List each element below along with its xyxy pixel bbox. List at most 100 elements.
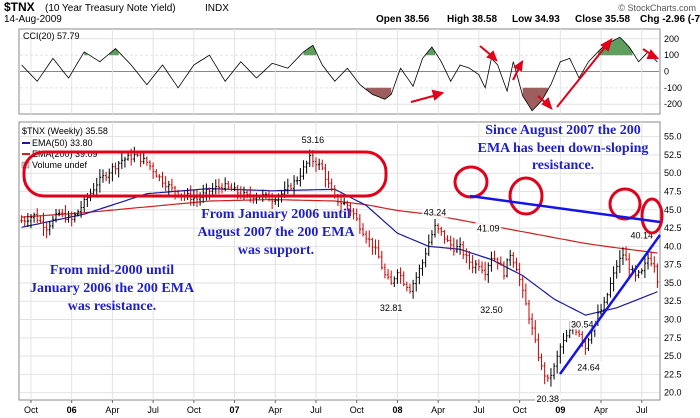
x-tick-label: Jul — [473, 405, 485, 415]
arrow-head — [431, 89, 445, 101]
cci-fill-area — [522, 87, 548, 111]
price-y-tick-label: 45.0 — [664, 205, 682, 215]
trend-lines — [469, 194, 662, 375]
price-y-tick-label: 27.5 — [664, 333, 682, 343]
price-y-tick-label: 30.0 — [664, 315, 682, 325]
cci-line — [21, 36, 658, 112]
x-tick-label: 09 — [555, 405, 565, 415]
value-label: 53.16 — [302, 135, 325, 145]
note-mid-line3: was support. — [238, 243, 314, 258]
ticker-symbol: $TNX — [4, 0, 35, 14]
cci-y-tick-label: -100 — [664, 83, 682, 93]
resistance-circle — [640, 197, 664, 235]
cci-fill-area — [109, 48, 119, 56]
value-label-bg — [378, 301, 405, 313]
value-labels: 53.16 32.81 43.24 41.09 32.50 20.38 30.54 24.64… — [299, 134, 655, 404]
close-value: Close 35.58 — [575, 14, 630, 25]
note-right: Since August 2007 the 200 EMA has been d… — [478, 123, 649, 173]
cci-arrows — [410, 37, 660, 110]
note-left: From mid-2000 until January 2006 the 200… — [30, 263, 195, 314]
brand-watermark: © StockCharts.com — [618, 3, 696, 13]
value-label-bg — [534, 392, 561, 404]
support-zone-box — [22, 150, 388, 198]
x-axis: Oct 06 Apr Jul Oct 07 Apr Jul Oct 08 Apr Jul Oct 09 Ap… — [24, 400, 648, 415]
cci-y-tick-label: -200 — [664, 99, 682, 109]
price-y-tick-label: 20.0 — [664, 388, 682, 398]
cci-arrow — [512, 67, 520, 81]
open-value: Open 38.56 — [376, 14, 430, 25]
value-label: 32.50 — [480, 305, 503, 315]
resistance-circle — [608, 187, 642, 221]
arrow-head — [513, 59, 524, 72]
legend-ema200: EMA(200) 39.09 — [32, 149, 98, 159]
cci-fill-area — [366, 87, 392, 100]
ticker-exchange: INDX — [205, 3, 229, 14]
cci-y-tick-label: 100 — [664, 50, 679, 60]
price-y-tick-label: 32.5 — [664, 296, 682, 306]
change-value: Chg -2.96 (-7.68%) — [640, 14, 700, 25]
note-mid-line2: August 2007 the 200 EMA — [197, 225, 355, 240]
cci-y-axis: 200 100 0 -100 -200 — [664, 34, 682, 109]
x-tick-label: Oct — [350, 405, 365, 415]
arrow-head — [600, 37, 613, 52]
x-tick-label: Oct — [513, 405, 528, 415]
legend-volume: Volume undef — [32, 160, 88, 170]
note-right-line1: Since August 2007 the 200 — [485, 123, 641, 138]
price-y-tick-label: 50.0 — [664, 168, 682, 178]
cci-y-tick-label: 200 — [664, 34, 679, 44]
cci-arrow — [410, 94, 438, 103]
x-tick-label: Apr — [431, 405, 445, 415]
value-label-bg — [628, 229, 655, 241]
value-label-bg — [299, 134, 326, 146]
x-tick-label: Oct — [24, 405, 39, 415]
value-label: 41.09 — [477, 223, 500, 233]
note-right-line2: EMA has been down-sloping — [478, 141, 649, 156]
value-label-bg — [475, 222, 502, 234]
value-label: 30.54 — [571, 320, 594, 330]
note-left-line3: was resistance. — [68, 299, 156, 314]
price-y-axis: 55.0 52.5 50.0 47.5 45.0 42.5 40.0 37.5 35.0 32.5… — [664, 132, 682, 398]
value-label: 24.64 — [577, 363, 600, 373]
note-right-line3: resistance. — [532, 158, 594, 173]
x-tick-label: Jul — [636, 405, 648, 415]
x-tick-label: 07 — [230, 405, 240, 415]
price-y-tick-label: 47.5 — [664, 187, 682, 197]
high-value: High 38.58 — [447, 14, 497, 25]
x-tick-label: Jul — [147, 405, 159, 415]
price-y-tick-label: 37.5 — [664, 260, 682, 270]
note-mid: From January 2006 until August 2007 the … — [197, 207, 355, 258]
resistance-trendline — [469, 194, 661, 224]
value-label: 43.24 — [424, 208, 447, 218]
price-panel — [18, 121, 661, 401]
x-tick-label: Apr — [594, 405, 608, 415]
price-y-tick-label: 40.0 — [664, 241, 682, 251]
value-label: 32.81 — [380, 303, 403, 313]
chart-date: 14-Aug-2009 — [4, 14, 62, 25]
value-label-bg — [422, 206, 449, 218]
arrow-head — [646, 49, 660, 59]
x-tick-label: 06 — [67, 405, 77, 415]
x-tick-label: Oct — [187, 405, 202, 415]
cci-grid — [20, 29, 659, 114]
x-tick-label: 08 — [392, 405, 402, 415]
cci-fill-area — [425, 47, 435, 56]
note-left-line1: From mid-2000 until — [50, 263, 174, 278]
arrow-head — [486, 50, 498, 62]
ema200-line — [21, 198, 658, 254]
x-tick-label: Jul — [310, 405, 322, 415]
value-label-bg — [569, 318, 596, 330]
legend-title: $TNX (Weekly) 35.58 — [22, 126, 108, 136]
legend-ema50: EMA(50) 33.80 — [32, 138, 93, 148]
price-y-tick-label: 55.0 — [664, 132, 682, 142]
ema50-line — [21, 187, 658, 316]
low-value: Low 34.93 — [512, 14, 560, 25]
price-bars — [20, 146, 659, 387]
ticker-name: (10 Year Treasury Note Yield) — [45, 3, 176, 14]
cci-fill-area — [303, 45, 316, 56]
price-y-tick-label: 25.0 — [664, 351, 682, 361]
price-y-tick-label: 52.5 — [664, 150, 682, 160]
note-left-line2: January 2006 the 200 EMA — [30, 281, 195, 296]
price-y-tick-label: 35.0 — [664, 278, 682, 288]
